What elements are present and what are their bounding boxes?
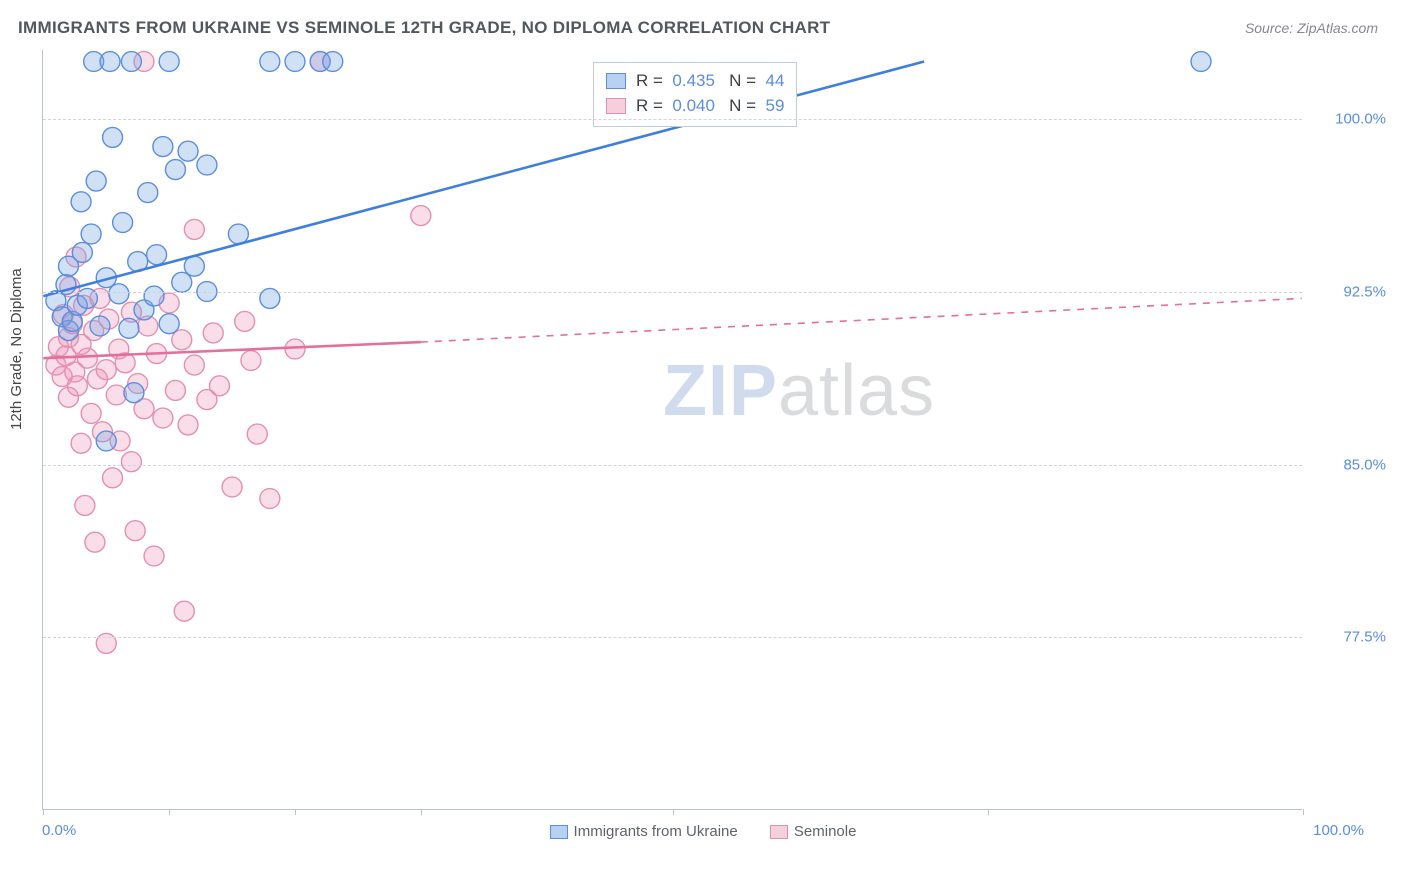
scatter-point <box>109 284 129 304</box>
scatter-point <box>178 415 198 435</box>
scatter-point <box>159 314 179 334</box>
stats-r-label: R = <box>636 96 663 115</box>
scatter-point <box>184 355 204 375</box>
scatter-point <box>165 160 185 180</box>
scatter-point <box>241 351 261 371</box>
bottom-legend: Immigrants from Ukraine Seminole <box>0 822 1406 840</box>
y-axis-label: 12th Grade, No Diploma <box>8 268 25 430</box>
legend-item-series2: Seminole <box>770 823 857 840</box>
scatter-point <box>184 219 204 239</box>
scatter-point <box>159 52 179 72</box>
scatter-point <box>96 431 116 451</box>
scatter-point <box>153 408 173 428</box>
scatter-point <box>203 323 223 343</box>
x-tick <box>1303 809 1304 815</box>
scatter-point <box>100 52 120 72</box>
y-tick-label: 85.0% <box>1343 456 1386 473</box>
scatter-point <box>1191 52 1211 72</box>
scatter-point <box>96 360 116 380</box>
x-tick <box>421 809 422 815</box>
x-tick <box>169 809 170 815</box>
scatter-point <box>106 385 126 405</box>
stats-r-value: 0.435 <box>672 71 715 90</box>
x-tick <box>43 809 44 815</box>
legend-label-series1: Immigrants from Ukraine <box>574 823 738 840</box>
legend-swatch-series1 <box>550 825 568 839</box>
scatter-point <box>165 380 185 400</box>
scatter-point <box>260 489 280 509</box>
stats-r-value: 0.040 <box>672 96 715 115</box>
y-tick-label: 92.5% <box>1343 283 1386 300</box>
scatter-point <box>174 601 194 621</box>
scatter-point <box>178 141 198 161</box>
scatter-point <box>121 452 141 472</box>
scatter-point <box>85 532 105 552</box>
scatter-point <box>222 477 242 497</box>
source-attribution: Source: ZipAtlas.com <box>1245 20 1378 36</box>
scatter-point <box>260 52 280 72</box>
scatter-point <box>75 495 95 515</box>
scatter-point <box>144 546 164 566</box>
scatter-point <box>323 52 343 72</box>
scatter-point <box>124 383 144 403</box>
stats-row-1: R = 0.040 N = 59 <box>606 94 784 119</box>
scatter-point <box>103 127 123 147</box>
scatter-point <box>103 468 123 488</box>
y-tick-label: 100.0% <box>1335 111 1386 128</box>
x-tick <box>988 809 989 815</box>
grid-line <box>43 119 1302 120</box>
scatter-point <box>147 245 167 265</box>
scatter-point <box>172 272 192 292</box>
stats-legend-box: R = 0.435 N = 44R = 0.040 N = 59 <box>593 62 797 127</box>
scatter-point <box>77 348 97 368</box>
scatter-point <box>86 171 106 191</box>
legend-item-series1: Immigrants from Ukraine <box>550 823 738 840</box>
x-tick <box>673 809 674 815</box>
scatter-point <box>184 256 204 276</box>
scatter-point <box>197 155 217 175</box>
scatter-point <box>144 286 164 306</box>
legend-swatch-series2 <box>770 825 788 839</box>
scatter-point <box>81 403 101 423</box>
grid-line <box>43 292 1302 293</box>
scatter-point <box>72 242 92 262</box>
stats-n-label: N = <box>729 71 756 90</box>
grid-line <box>43 637 1302 638</box>
scatter-point <box>125 521 145 541</box>
scatter-point <box>71 192 91 212</box>
x-tick <box>295 809 296 815</box>
scatter-point <box>67 376 87 396</box>
stats-n-value: 44 <box>766 71 785 90</box>
regression-line <box>43 342 421 358</box>
stats-row-0: R = 0.435 N = 44 <box>606 69 784 94</box>
scatter-point <box>411 206 431 226</box>
scatter-point <box>81 224 101 244</box>
scatter-point <box>119 318 139 338</box>
stats-swatch <box>606 98 626 114</box>
scatter-point <box>285 52 305 72</box>
scatter-point <box>90 316 110 336</box>
chart-svg <box>43 50 1302 809</box>
scatter-point <box>235 311 255 331</box>
scatter-point <box>210 376 230 396</box>
stats-n-label: N = <box>729 96 756 115</box>
stats-r-label: R = <box>636 71 663 90</box>
scatter-point <box>172 330 192 350</box>
chart-title: IMMIGRANTS FROM UKRAINE VS SEMINOLE 12TH… <box>18 18 830 38</box>
scatter-point <box>71 433 91 453</box>
y-tick-label: 77.5% <box>1343 629 1386 646</box>
scatter-point <box>138 183 158 203</box>
plot-area: R = 0.435 N = 44R = 0.040 N = 59 ZIPatla… <box>42 50 1302 810</box>
legend-label-series2: Seminole <box>794 823 857 840</box>
grid-line <box>43 465 1302 466</box>
scatter-point <box>153 137 173 157</box>
stats-swatch <box>606 73 626 89</box>
scatter-point <box>113 213 133 233</box>
scatter-point <box>121 52 141 72</box>
stats-n-value: 59 <box>766 96 785 115</box>
regression-line-extrapolated <box>421 298 1302 342</box>
scatter-point <box>247 424 267 444</box>
